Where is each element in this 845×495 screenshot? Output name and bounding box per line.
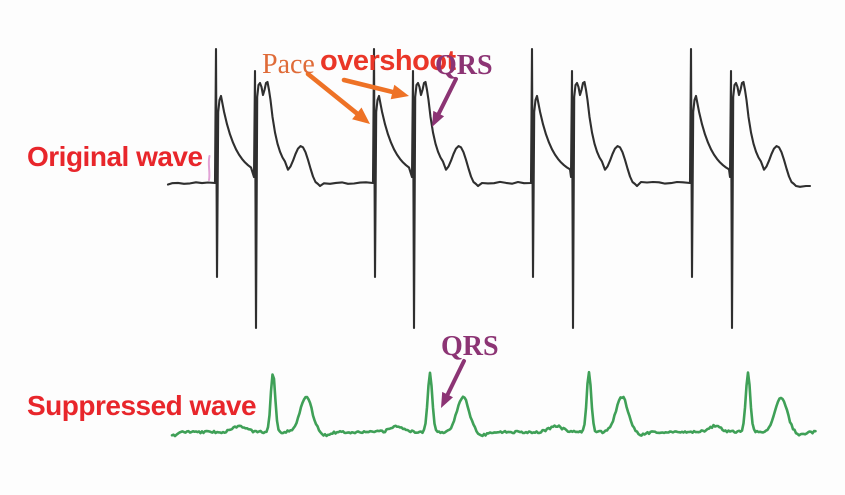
qrs-bottom-arrow bbox=[441, 359, 466, 408]
pink-artifact-mark bbox=[207, 155, 211, 181]
overshoot-label: overshoot bbox=[320, 45, 456, 77]
suppressed-wave-label: Suppressed wave bbox=[27, 390, 257, 421]
qrs-top-label: QRS bbox=[435, 50, 493, 81]
original-wave-label: Original wave bbox=[27, 141, 203, 172]
qrs-bottom-label: QRS bbox=[441, 331, 499, 362]
suppressed-wave-path bbox=[170, 370, 817, 438]
pace-arrow bbox=[305, 71, 370, 124]
original-wave-path bbox=[166, 47, 812, 330]
pace-label: Pace bbox=[262, 49, 315, 80]
qrs-top-arrow bbox=[432, 77, 458, 127]
overshoot-arrow bbox=[341, 77, 409, 100]
